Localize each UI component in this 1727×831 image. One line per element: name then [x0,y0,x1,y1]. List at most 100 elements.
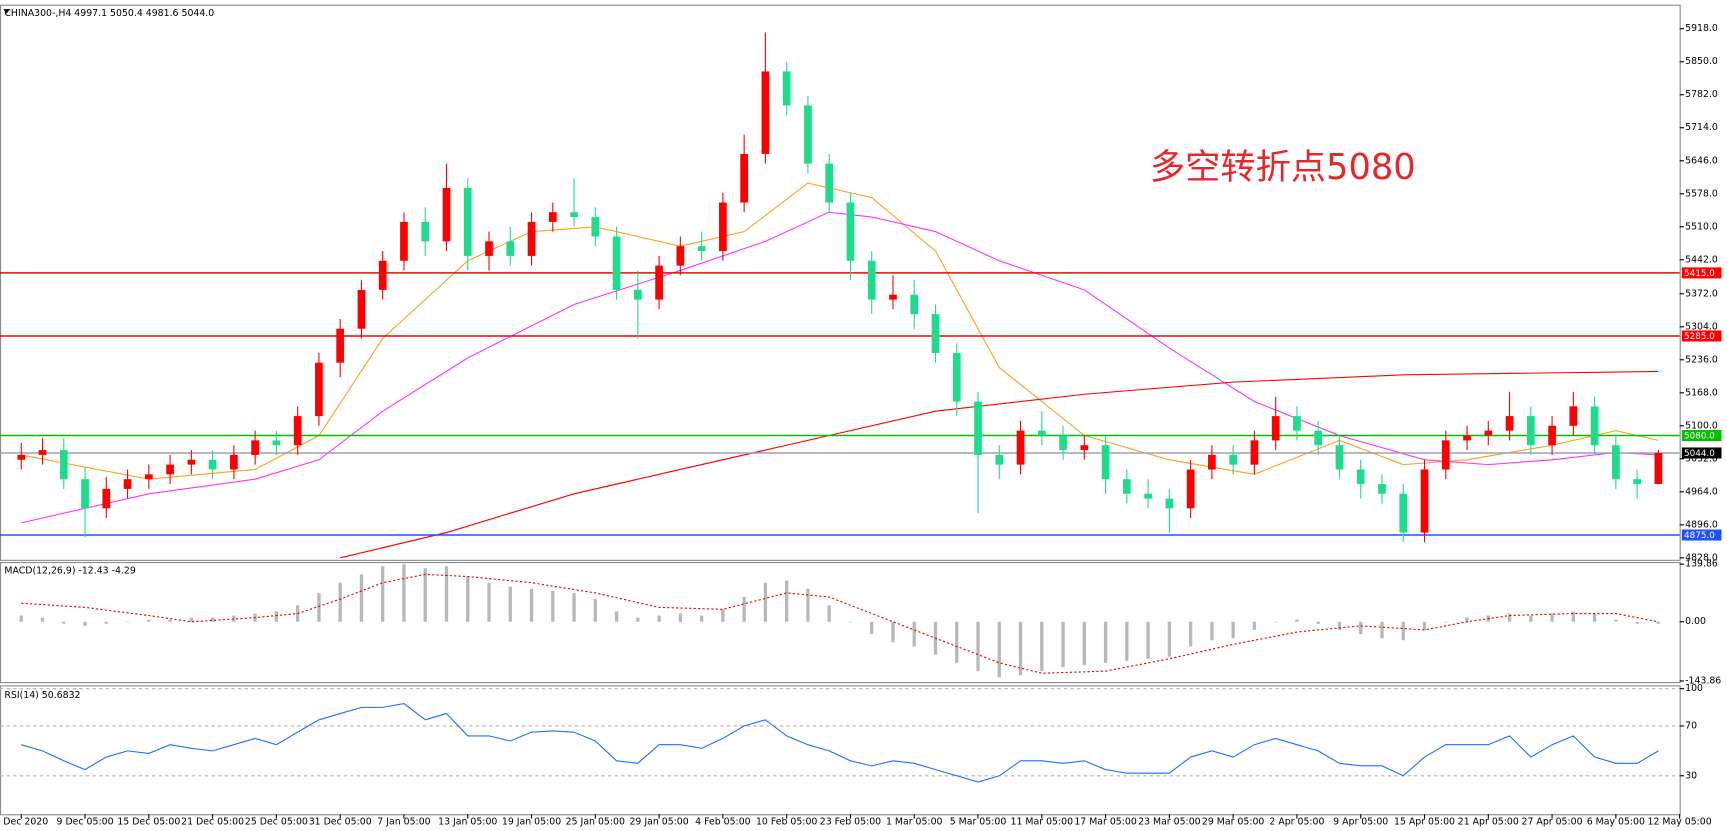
candle-body [804,105,812,164]
candle-body [144,474,153,480]
macd-histogram-bar [125,621,130,623]
candle-body [952,352,961,402]
macd-histogram-bar [104,621,108,624]
x-tick-label: 15 Apr 05:00 [1394,816,1455,827]
candle-body [889,294,897,300]
candle-body [1314,430,1323,446]
candle-body [1165,498,1174,509]
level-label-box [1681,529,1722,541]
macd-histogram-bar [870,621,874,635]
candle-body [1569,406,1578,426]
x-tick-label: 15 Dec 05:00 [117,816,180,827]
x-tick-label: 17 Mar 05:00 [1074,816,1137,827]
level-label: 4875.0 [1684,531,1715,541]
macd-histogram-bar [955,621,959,663]
candle-body [1271,416,1280,441]
y-tick-label: 5714.0 [1685,122,1718,133]
candle-body [910,294,919,315]
y-tick-label: -143.86 [1685,675,1721,686]
candle-body [463,187,472,256]
candle-body [527,221,536,256]
macd-histogram-bar [62,621,66,624]
macd-histogram-bar [317,592,321,622]
candle-body [1633,479,1641,485]
y-tick-label: 139.86 [1685,559,1718,570]
macd-histogram-bar [1635,621,1639,624]
x-tick-label: 19 Jan 05:00 [502,816,561,827]
y-tick-label: 5510.0 [1685,221,1718,232]
rsi-panel-frame [0,685,1681,816]
level-label: 5080.0 [1684,432,1715,442]
collapse-icon[interactable] [3,9,10,14]
y-tick-label: 4828.0 [1685,552,1718,563]
candle-body [1590,406,1599,446]
candle-body [1186,469,1195,509]
x-tick-label: 13 Jan 05:00 [438,816,497,827]
candle-body [315,362,323,417]
candle-body [1335,445,1344,470]
candle-body [123,479,132,489]
macd-histogram-bar [572,592,576,622]
candle-body [1399,493,1408,533]
y-tick-label: 5918.0 [1685,23,1718,34]
y-tick-label: 5442.0 [1685,254,1718,265]
candle-body [1463,435,1471,441]
candle-body [336,328,345,363]
x-tick-label: 21 Dec 05:00 [181,816,244,827]
candle-body [378,260,387,290]
candle-body [1526,416,1535,446]
level-label-box [1681,447,1722,459]
panel-title: MACD(12,26,9) -12.43 -4.29 [4,565,135,576]
level-label: 5285.0 [1684,332,1715,342]
macd-histogram-bar [1380,621,1384,639]
y-tick-label: 70 [1685,720,1697,731]
macd-histogram-bar [1401,621,1405,641]
x-tick-label: 23 Mar 05:00 [1138,816,1201,827]
macd-histogram-bar [487,582,491,622]
macd-histogram-bar [1465,617,1469,622]
candle-body [612,236,621,290]
candle-body [102,488,111,509]
macd-histogram-bar [1167,621,1172,657]
candle-body [570,212,578,218]
x-tick-label: 4 Feb 05:00 [695,816,750,827]
candle-body [825,163,834,203]
y-tick-label: 5850.0 [1685,56,1718,67]
macd-histogram-bar [1146,621,1150,659]
candle-body [1654,452,1663,485]
y-tick-label: 5032.0 [1685,453,1718,464]
candle-body [719,202,727,252]
macd-histogram-bar [1614,619,1618,622]
macd-histogram-bar [997,621,1001,678]
candle-body [1505,416,1514,431]
macd-histogram-bar [785,580,789,622]
candle-body [400,221,408,261]
candle-body [761,71,770,154]
candle-body [485,241,493,256]
macd-histogram-bar [338,582,342,622]
candle-body [931,314,940,353]
macd-histogram-bar [1231,621,1235,639]
macd-histogram-bar [976,621,980,672]
macd-histogram-bar [1422,621,1427,630]
macd-histogram-bar [593,599,597,622]
candle-body [655,265,663,300]
candle-body [187,459,196,465]
candle-body [1144,493,1152,499]
macd-histogram-bar [848,621,853,623]
y-tick-label: 5372.0 [1685,288,1718,299]
candle-body [1484,430,1493,436]
x-tick-label: 29 Mar 05:00 [1202,816,1265,827]
macd-histogram-bar [1274,621,1278,623]
macd-histogram-bar [614,611,619,622]
macd-histogram-bar [1507,613,1512,622]
rsi-line [21,703,1659,783]
macd-histogram-bar [1103,621,1108,663]
macd-signal-line [21,573,1659,674]
x-tick-label: 31 Dec 05:00 [309,816,372,827]
macd-histogram-bar [189,617,194,622]
x-tick-label: 2 Apr 05:00 [1269,816,1324,827]
x-tick-label: 1 Mar 05:00 [886,816,943,827]
